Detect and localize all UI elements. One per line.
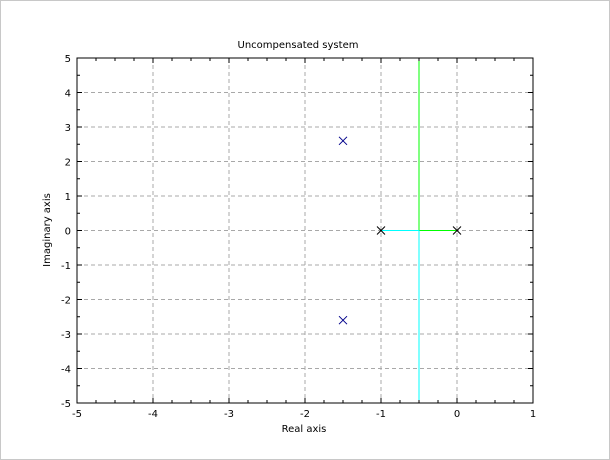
- y-axis-label: Imaginary axis: [42, 193, 53, 267]
- grid: [77, 58, 533, 403]
- y-tick-label: 1: [65, 192, 71, 203]
- y-tick-label: 3: [65, 123, 71, 134]
- y-tick-label: 2: [65, 158, 71, 169]
- y-tick-label: -4: [61, 365, 71, 376]
- y-tick-label: -3: [61, 330, 71, 341]
- axis-ticks: -5 -4 -3 -2 -1 0 1 5 4 3 2 1 0 -1 -2 -3 -4 -5: [61, 54, 536, 420]
- x-tick-label: -3: [224, 409, 234, 420]
- x-tick-label: -4: [148, 409, 158, 420]
- cross-stroke: [376, 226, 386, 235]
- y-tick-label: 4: [65, 89, 71, 100]
- y-tick-label: 0: [65, 227, 71, 238]
- root-locus-branch-1: [418, 58, 457, 231]
- x-tick-label: 1: [530, 409, 536, 420]
- root-locus-branch-2: [381, 230, 420, 403]
- y-tick-label: -1: [61, 261, 71, 272]
- root-locus-branches: [381, 58, 457, 403]
- x-tick-label: 0: [454, 409, 460, 420]
- chart-title: Uncompensated system: [238, 40, 359, 51]
- x-tick-label: -1: [376, 409, 386, 420]
- cross-stroke: [338, 315, 348, 325]
- open-loop-pole-marker: [452, 226, 462, 235]
- y-tick-label: -5: [61, 399, 71, 410]
- closed-loop-pole-marker: [338, 315, 348, 325]
- cross-stroke: [452, 226, 462, 235]
- y-tick-label: 5: [65, 54, 71, 65]
- x-tick-label: -5: [72, 409, 82, 420]
- x-axis-label: Real axis: [282, 424, 327, 435]
- x-tick-label: -2: [300, 409, 310, 420]
- y-tick-label: -2: [61, 296, 71, 307]
- open-loop-pole-marker: [376, 226, 386, 235]
- closed-loop-pole-marker: [338, 136, 348, 146]
- cross-stroke: [338, 136, 348, 146]
- pole-markers: [338, 136, 462, 325]
